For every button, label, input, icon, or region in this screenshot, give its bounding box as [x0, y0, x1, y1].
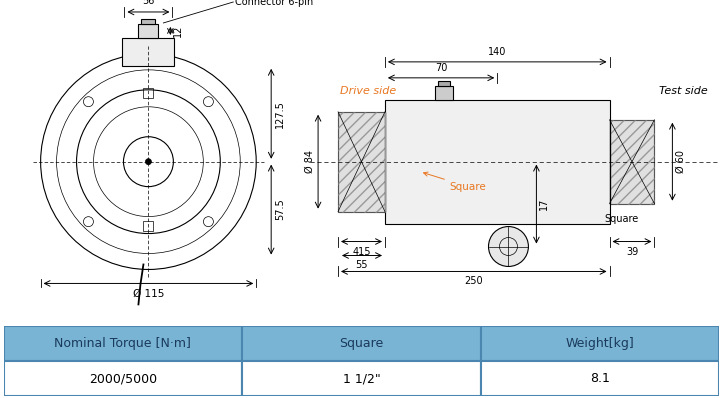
Text: 415: 415: [352, 246, 371, 257]
Text: 250: 250: [464, 277, 483, 287]
Bar: [242, 361, 481, 396]
Bar: [4, 326, 242, 361]
Bar: [143, 220, 153, 230]
Bar: [435, 86, 453, 100]
Bar: [609, 120, 654, 204]
Text: Weight[kg]: Weight[kg]: [565, 337, 635, 350]
Circle shape: [489, 226, 529, 267]
Bar: [385, 100, 609, 224]
Bar: [338, 112, 385, 212]
Circle shape: [145, 159, 151, 165]
Text: Ø 84: Ø 84: [305, 150, 315, 173]
Text: Ø 115: Ø 115: [133, 289, 164, 298]
Bar: [338, 112, 385, 212]
Bar: [609, 120, 654, 204]
Bar: [481, 361, 719, 396]
Bar: [142, 19, 155, 24]
Text: Drive side: Drive side: [340, 86, 396, 96]
Text: 12: 12: [174, 25, 184, 37]
Text: Test side: Test side: [659, 86, 708, 96]
Bar: [4, 361, 242, 396]
Text: 8.1: 8.1: [590, 372, 610, 385]
Bar: [122, 38, 174, 66]
Text: Square: Square: [604, 214, 639, 224]
Text: Ø 60: Ø 60: [675, 150, 685, 173]
Text: 70: 70: [435, 63, 448, 73]
Text: Nominal Torque [N·m]: Nominal Torque [N·m]: [54, 337, 192, 350]
Text: 140: 140: [488, 47, 506, 57]
Text: Square: Square: [339, 337, 384, 350]
Text: 55: 55: [355, 260, 368, 271]
Bar: [138, 24, 158, 38]
Text: 56: 56: [142, 0, 155, 6]
Text: 39: 39: [626, 246, 638, 257]
Text: 1 1/2": 1 1/2": [343, 372, 380, 385]
Text: Connector 6-pin: Connector 6-pin: [235, 0, 314, 7]
Bar: [143, 88, 153, 98]
Text: 127.5: 127.5: [275, 100, 285, 128]
Bar: [438, 81, 450, 86]
Bar: [242, 326, 481, 361]
Text: Square: Square: [424, 172, 487, 191]
Text: 17: 17: [539, 198, 549, 210]
Text: 2000/5000: 2000/5000: [89, 372, 157, 385]
Text: 57.5: 57.5: [275, 199, 285, 220]
Bar: [481, 326, 719, 361]
